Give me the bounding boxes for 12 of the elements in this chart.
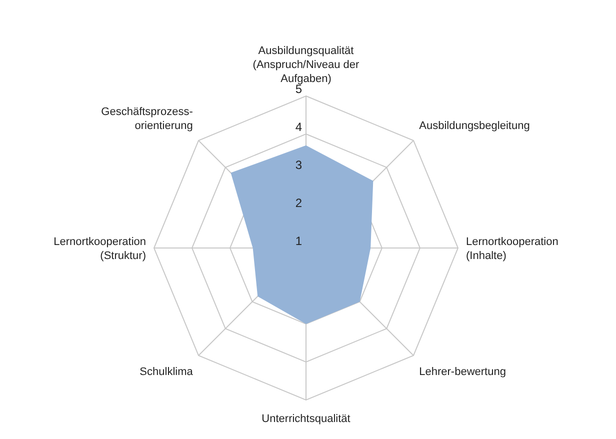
spoke-label: Lehrer-bewertung bbox=[419, 366, 506, 378]
spoke-label: Lernortkooperation (Inhalte) bbox=[466, 236, 558, 262]
y-tick-label: 3 bbox=[295, 158, 302, 172]
spoke-label: Schulklima bbox=[140, 366, 194, 378]
spoke-label: Lernortkooperation (Struktur) bbox=[54, 236, 146, 262]
spoke-label: Ausbildungsbegleitung bbox=[419, 120, 530, 132]
spoke-label: Unterrichtsqualität bbox=[262, 413, 350, 425]
spoke-label: Ausbildungsqualität (Anspruch/Niveau der Aufgaben) bbox=[252, 45, 360, 85]
spoke-label: Geschäftsprozess- orientierung bbox=[101, 106, 194, 132]
y-tick-label: 1 bbox=[295, 234, 302, 248]
y-tick-label: 2 bbox=[295, 196, 302, 210]
y-tick-label: 4 bbox=[295, 120, 302, 134]
